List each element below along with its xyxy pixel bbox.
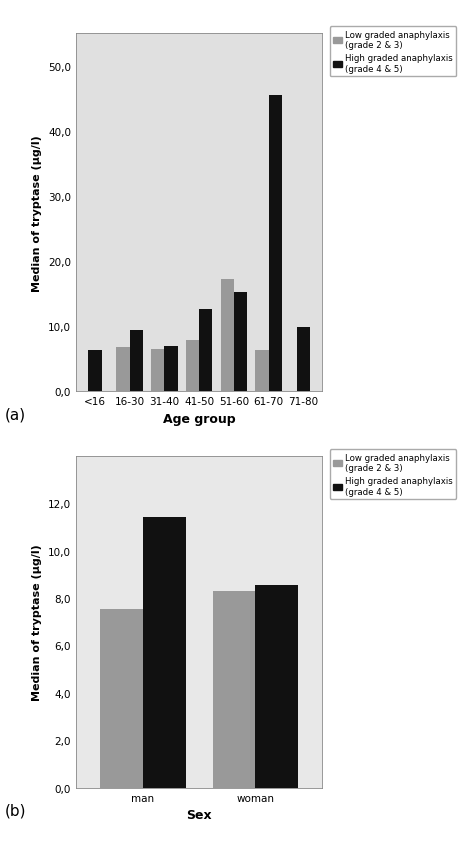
Bar — [151, 350, 164, 392]
Bar — [220, 280, 234, 392]
Bar — [212, 592, 255, 788]
Bar — [297, 327, 310, 392]
Bar — [130, 331, 143, 392]
Text: (a): (a) — [5, 407, 26, 422]
Bar — [186, 341, 199, 392]
Bar — [199, 309, 212, 392]
X-axis label: Sex: Sex — [186, 808, 212, 821]
Bar — [143, 517, 186, 788]
Bar — [268, 96, 282, 392]
X-axis label: Age group: Age group — [163, 412, 236, 425]
Y-axis label: Median of tryptase (µg/l): Median of tryptase (µg/l) — [32, 544, 42, 700]
Legend: Low graded anaphylaxis
(grade 2 & 3), High graded anaphylaxis
(grade 4 & 5): Low graded anaphylaxis (grade 2 & 3), Hi… — [330, 449, 456, 499]
Bar — [88, 350, 101, 392]
Text: (b): (b) — [5, 802, 26, 817]
Bar — [164, 346, 178, 392]
Bar — [117, 348, 130, 392]
Bar — [255, 350, 268, 392]
Y-axis label: Median of tryptase (µg/l): Median of tryptase (µg/l) — [32, 135, 43, 291]
Bar — [255, 585, 298, 788]
Bar — [234, 293, 247, 392]
Legend: Low graded anaphylaxis
(grade 2 & 3), High graded anaphylaxis
(grade 4 & 5): Low graded anaphylaxis (grade 2 & 3), Hi… — [330, 28, 456, 77]
Bar — [100, 609, 143, 788]
